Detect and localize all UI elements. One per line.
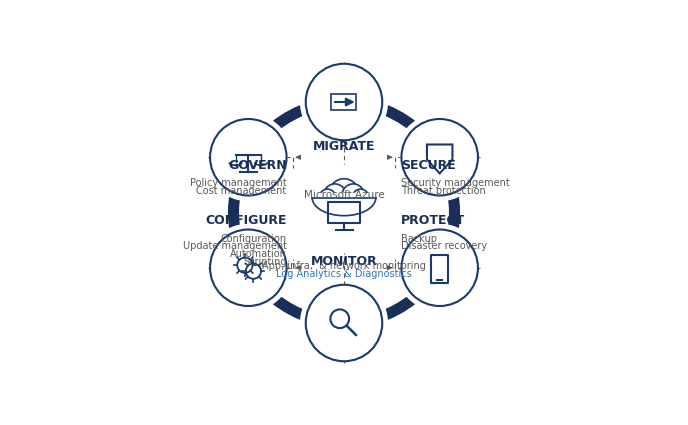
Bar (312, 193, 376, 211)
Text: Disaster recovery: Disaster recovery (401, 241, 488, 252)
Text: Backup: Backup (401, 234, 438, 244)
Circle shape (305, 285, 383, 361)
Text: CONFIGURE: CONFIGURE (205, 214, 287, 227)
Circle shape (305, 64, 383, 140)
Circle shape (342, 184, 364, 206)
Circle shape (301, 280, 387, 366)
Text: Policy management: Policy management (190, 178, 287, 189)
Circle shape (205, 114, 292, 201)
Text: Update management: Update management (182, 241, 287, 252)
Circle shape (210, 230, 287, 306)
Text: Microsoft Azure: Microsoft Azure (303, 190, 385, 201)
Circle shape (319, 189, 336, 205)
Circle shape (210, 119, 287, 196)
Circle shape (330, 178, 358, 208)
Circle shape (401, 119, 478, 196)
Text: Log Analytics & Diagnostics: Log Analytics & Diagnostics (276, 269, 412, 279)
Bar (331, 94, 356, 110)
Text: SECURE: SECURE (401, 159, 456, 172)
Circle shape (324, 184, 346, 206)
Text: Configuration: Configuration (220, 234, 287, 244)
Text: Automation: Automation (230, 249, 287, 259)
Circle shape (352, 189, 369, 205)
Bar (328, 202, 360, 223)
Text: MIGRATE: MIGRATE (313, 140, 375, 153)
Circle shape (301, 59, 387, 145)
Circle shape (396, 114, 483, 201)
Text: GOVERN: GOVERN (228, 159, 287, 172)
Circle shape (401, 230, 478, 306)
Text: App, infra,  & network monitoring: App, infra, & network monitoring (262, 261, 426, 272)
Bar (431, 255, 448, 283)
Text: PROTECT: PROTECT (401, 214, 466, 227)
Text: Security management: Security management (401, 178, 510, 189)
Text: Threat protection: Threat protection (401, 186, 486, 196)
Text: MONITOR: MONITOR (310, 255, 378, 268)
Text: Scripting: Scripting (243, 257, 287, 267)
Circle shape (205, 224, 292, 311)
Text: Cost management: Cost management (196, 186, 287, 196)
Circle shape (396, 224, 483, 311)
